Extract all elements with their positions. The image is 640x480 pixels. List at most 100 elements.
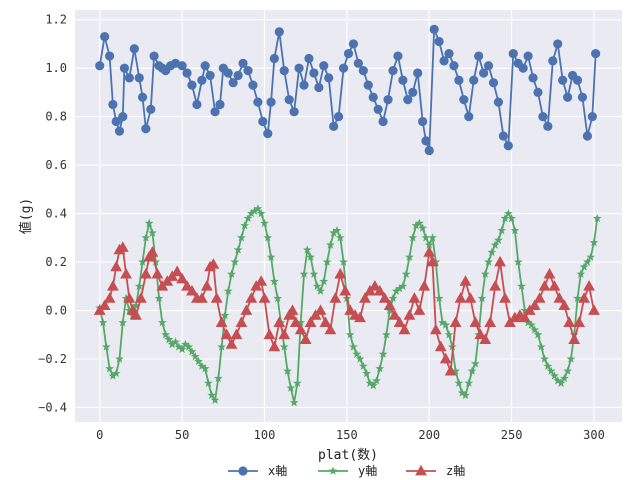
data-point (314, 82, 324, 93)
data-point (489, 280, 502, 291)
data-point (309, 68, 319, 78)
data-point (174, 342, 184, 351)
data-point (477, 293, 487, 303)
y-tick-label: 0.6 (45, 158, 67, 172)
data-point (546, 366, 556, 375)
data-point (240, 304, 253, 315)
data-point (157, 318, 167, 327)
data-point (368, 381, 378, 390)
data-point (484, 316, 497, 327)
y-tick-label: 0.4 (45, 207, 67, 221)
data-point (269, 53, 279, 64)
data-point (538, 280, 551, 291)
data-point (540, 354, 549, 363)
data-point (98, 318, 108, 327)
data-point (548, 280, 561, 291)
y-tick-label: −0.4 (38, 400, 67, 414)
data-point (176, 272, 188, 284)
data-point (329, 292, 342, 303)
data-point (503, 141, 513, 151)
data-point (365, 378, 375, 387)
data-point (388, 293, 398, 303)
data-point (449, 316, 462, 327)
data-point (299, 269, 309, 278)
data-point (355, 354, 365, 363)
data-point (324, 73, 334, 83)
data-point (108, 99, 118, 110)
data-point (431, 257, 441, 266)
data-point (220, 328, 233, 340)
data-point (197, 75, 207, 85)
y-tick-label: 1.2 (45, 13, 67, 27)
data-point (177, 61, 187, 71)
data-point (368, 280, 381, 291)
x-tick-label: 300 (583, 428, 605, 442)
data-point (149, 51, 159, 61)
data-point (182, 68, 192, 78)
data-point (314, 304, 327, 315)
data-point (454, 378, 464, 387)
data-point (573, 293, 582, 303)
data-point (418, 223, 428, 232)
data-point (326, 240, 335, 249)
data-point (444, 49, 454, 59)
data-point (483, 61, 494, 71)
data-point (583, 257, 592, 266)
data-point (245, 292, 258, 303)
y-tick-label: 1.0 (45, 61, 67, 75)
data-point (250, 206, 259, 215)
data-point (260, 218, 269, 227)
data-point (517, 281, 526, 290)
x-ticks: 0 50 100 150 200 250 300 (96, 428, 605, 442)
data-point (568, 333, 581, 344)
plot-background (75, 10, 622, 422)
data-point (418, 280, 431, 291)
data-point (258, 292, 271, 303)
data-point (263, 328, 276, 340)
data-point (243, 65, 253, 76)
data-point (135, 292, 147, 303)
data-point (148, 228, 157, 237)
y-ticks: −0.4 −0.2 0.0 0.2 0.4 0.6 0.8 1.0 1.2 (38, 13, 67, 415)
data-point (258, 116, 268, 127)
data-point (488, 78, 499, 88)
data-point (107, 280, 119, 291)
data-point (494, 255, 506, 267)
data-point (284, 95, 294, 105)
data-point (459, 275, 472, 286)
data-point (383, 299, 396, 311)
data-point (151, 257, 161, 266)
data-point (237, 233, 246, 242)
data-point (429, 323, 442, 335)
data-point (144, 218, 154, 227)
data-point (378, 349, 388, 358)
data-point (129, 44, 139, 54)
data-point (322, 257, 332, 266)
data-point (238, 58, 248, 68)
data-point (278, 328, 291, 340)
data-point (354, 311, 366, 323)
data-point (269, 276, 279, 286)
data-point (583, 280, 595, 291)
legend-label: y軸 (358, 464, 377, 478)
data-point (227, 269, 236, 278)
data-point (204, 378, 213, 387)
data-point (146, 246, 159, 257)
legend-item: x軸 (228, 464, 287, 478)
data-point (181, 339, 190, 349)
data-point (373, 284, 386, 296)
data-point (573, 316, 586, 327)
data-point (500, 213, 510, 223)
data-point (246, 208, 256, 218)
data-point (398, 75, 408, 85)
data-point (352, 349, 362, 358)
y-tick-label: 0.0 (45, 304, 67, 318)
data-point (184, 342, 194, 351)
data-point (139, 267, 152, 279)
data-point (187, 80, 197, 90)
x-tick-label: 250 (501, 428, 523, 442)
data-point (286, 304, 299, 315)
data-point (398, 323, 411, 335)
data-point (111, 116, 121, 127)
data-point (141, 124, 151, 134)
